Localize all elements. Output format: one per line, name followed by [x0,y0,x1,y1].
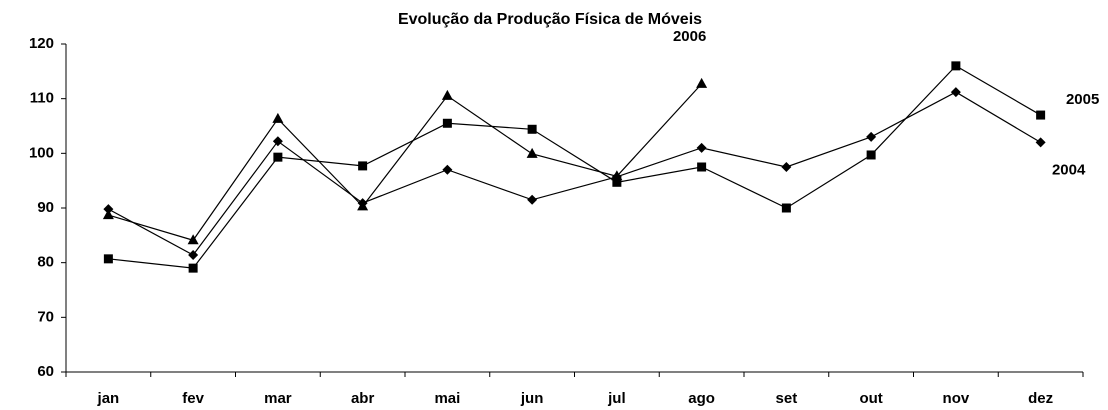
marker [696,77,708,88]
marker [272,112,284,123]
marker [187,234,199,245]
y-tick-label: 60 [37,363,54,380]
marker [102,209,114,220]
marker [103,254,113,264]
y-tick-label: 100 [29,144,54,161]
marker [188,263,198,273]
marker [526,147,538,158]
y-tick-label: 80 [37,254,54,271]
marker [442,118,452,128]
x-tick-label: abr [351,390,375,407]
marker [441,89,453,100]
marker [866,131,877,142]
marker [1035,137,1046,148]
x-tick-label: out [859,390,882,407]
marker [696,142,707,153]
x-tick-label: nov [943,390,970,407]
marker [951,61,961,71]
marker [611,170,623,181]
marker [866,150,876,160]
marker [527,194,538,205]
x-tick-label: set [776,390,798,407]
series-label: 2006 [673,28,706,45]
y-tick-label: 70 [37,308,54,325]
chart-title: Evolução da Produção Física de Móveis [398,11,702,28]
marker [781,203,791,213]
series-line [108,83,703,241]
x-tick-label: dez [1028,390,1053,407]
series-label: 2004 [1052,161,1086,178]
marker [357,200,369,211]
marker [273,152,283,162]
marker [697,162,707,172]
y-tick-label: 120 [29,35,54,52]
marker [188,250,199,261]
marker [950,87,961,98]
marker [358,161,368,171]
y-tick-label: 90 [37,199,54,216]
marker [103,204,114,215]
x-tick-label: mai [434,390,460,407]
y-tick-label: 110 [30,90,54,107]
x-tick-label: jul [607,390,626,407]
series-label: 2005 [1066,91,1099,108]
marker [442,164,453,175]
marker [1036,110,1046,120]
x-tick-label: mar [264,390,292,407]
x-tick-label: jan [97,390,120,407]
series-line [108,91,1041,256]
x-tick-label: jun [520,390,544,407]
marker [527,124,537,134]
x-tick-label: fev [182,390,204,407]
marker [781,162,792,172]
series-line [108,65,1041,269]
x-tick-label: ago [688,390,715,407]
marker [272,136,283,147]
